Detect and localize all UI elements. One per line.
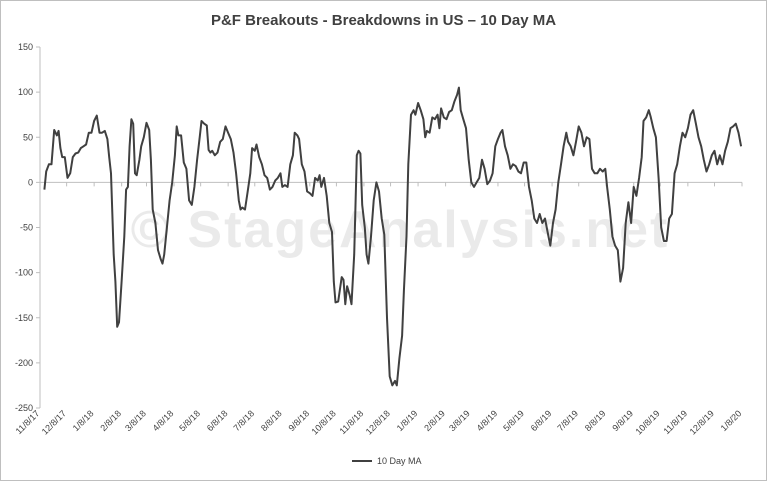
x-tick-label: 6/8/19 [529,408,554,433]
x-tick-label: 7/8/19 [555,408,580,433]
chart-title: P&F Breakouts - Breakdowns in US – 10 Da… [210,12,557,29]
x-tick-label: 10/8/18 [310,408,338,436]
x-tick-label: 7/8/18 [231,408,256,433]
y-axis-tick-labels: 150 100 50 0 -50 -100 -150 -200 -250 [15,42,33,413]
x-tick-label: 1/8/20 [719,408,744,433]
y-tick-label: 50 [23,132,33,142]
y-tick-label: 0 [28,177,33,187]
legend-label: 10 Day MA [377,456,422,466]
x-tick-label: 2/8/19 [422,408,447,433]
y-tick-label: -250 [15,403,33,413]
x-tick-label: 12/8/18 [364,408,392,436]
x-tick-label: 2/8/18 [98,408,123,433]
x-tick-label: 3/8/18 [123,408,148,433]
x-tick-label: 5/8/18 [177,408,202,433]
series-layer [43,86,743,387]
x-tick-label: 8/8/19 [583,408,608,433]
y-tick-label: -50 [20,223,33,233]
x-tick-label: 12/8/17 [40,408,68,436]
x-tick-label: 12/8/19 [688,408,716,436]
x-tick-label: 1/8/19 [395,408,420,433]
x-tick-label: 9/8/18 [286,408,311,433]
y-tick-label: -200 [15,358,33,368]
y-tick-label: -100 [15,268,33,278]
legend: 10 Day MA [352,456,422,466]
x-tick-label: 9/8/19 [610,408,635,433]
y-tick-label: 100 [18,87,33,97]
watermark-text: © StageAnalysis.net [130,201,670,259]
series-line [43,86,743,387]
x-tick-label: 11/8/19 [661,408,689,436]
x-tick-label: 4/8/19 [475,408,500,433]
x-tick-label: 3/8/19 [447,408,472,433]
chart-axes [36,46,743,409]
x-tick-label: 8/8/18 [259,408,284,433]
y-tick-label: 150 [18,42,33,52]
x-tick-label: 6/8/18 [205,408,230,433]
x-tick-label: 11/8/18 [338,408,366,436]
x-tick-label: 1/8/18 [71,408,96,433]
legend-swatch [352,460,372,462]
x-tick-label: 10/8/19 [633,408,661,436]
x-tick-label: 4/8/18 [151,408,176,433]
x-tick-label: 5/8/19 [501,408,526,433]
y-tick-label: -150 [15,313,33,323]
